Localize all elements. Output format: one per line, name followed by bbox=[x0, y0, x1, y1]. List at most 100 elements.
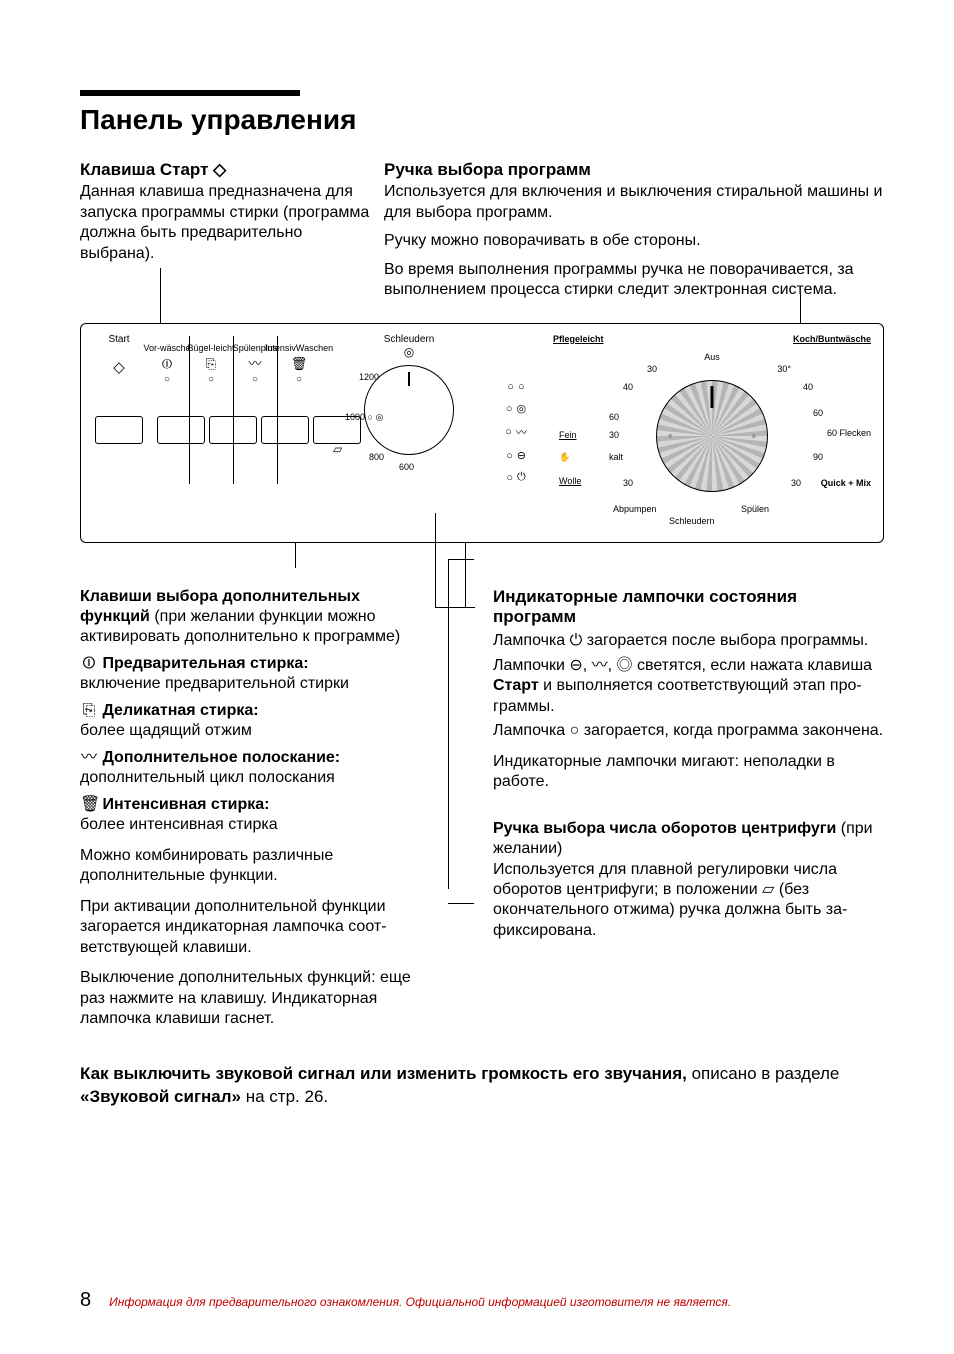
status-leds-block: Индикаторные лампочки состояния программ… bbox=[493, 587, 884, 793]
dl-spulen: Spülen bbox=[741, 504, 769, 514]
leds-p3: Лампочка ○ загорается, когда про­грамма … bbox=[493, 721, 884, 741]
leds-p2: Лампочки ⊖, 〰, ◎ светятся, если нажата к… bbox=[493, 656, 884, 717]
lower-columns: Клавиши выбора дополнительных функций (п… bbox=[80, 587, 884, 1030]
opt-p1: Можно комбинировать различные дополнител… bbox=[80, 846, 425, 887]
opt-p3: Выключение дополнительных функций: еще р… bbox=[80, 968, 425, 1029]
program-p3: Во время выполнения программы ручка не п… bbox=[384, 260, 884, 301]
hw-start-button[interactable] bbox=[95, 416, 143, 444]
fn-rinse-plus: 〰 Дополнительное полоскание: дополнитель… bbox=[80, 748, 425, 789]
dl-schleudern: Schleudern bbox=[669, 516, 715, 526]
fn-prewash: ⏼ Предварительная стирка: включение пред… bbox=[80, 654, 425, 695]
leds-p4: Индикаторные лампочки мигают: неполадки … bbox=[493, 752, 884, 793]
program-p2: Ручку можно поворачивать в обе стороны. bbox=[384, 231, 884, 251]
iron-icon: ⎘ bbox=[80, 701, 98, 721]
footer-disclaimer: Информация для предварительного ознакомл… bbox=[109, 1295, 731, 1309]
prewash-icon: ⏼ bbox=[80, 654, 98, 674]
spin-text: Используется для плавной регули­ровки чи… bbox=[493, 860, 884, 942]
start-label: Start bbox=[93, 334, 145, 354]
dl-30r: 30° bbox=[777, 364, 791, 374]
spin-800: 800 bbox=[369, 452, 384, 462]
upper-columns: Клавиша Старт ◇ Данная клавиша предназна… bbox=[80, 160, 884, 300]
bottom-note: Как выключить звуковой сигнал или измени… bbox=[80, 1063, 884, 1107]
dial-heading: Pflegeleicht Koch/Buntwäsche bbox=[553, 334, 871, 344]
page-number: 8 bbox=[80, 1289, 91, 1312]
start-heading: Клавиша Старт ◇ bbox=[80, 160, 370, 180]
page: Панель управления Клавиша Старт ◇ Данная… bbox=[0, 0, 954, 1354]
hw-iron-button[interactable] bbox=[209, 416, 257, 444]
rinse-icon: 〰 bbox=[80, 748, 98, 768]
dl-30l: 30 bbox=[647, 364, 657, 374]
dial-head-left: Pflegeleicht bbox=[553, 334, 604, 344]
start-heading-text: Клавиша Старт bbox=[80, 160, 208, 179]
program-dial-area: Pflegeleicht Koch/Buntwäsche Aus 30 40 6… bbox=[553, 334, 871, 532]
dl-30q: 30 bbox=[791, 478, 801, 488]
dl-aus: Aus bbox=[704, 352, 720, 362]
dl-60flecken: 60 Flecken bbox=[827, 428, 871, 438]
panel-frame: Start ◇ Vor-wäsche ⏼ ○ Bügel-leicht ⎘ ○ bbox=[80, 323, 884, 543]
spin-heading: Ручка выбора числа оборотов центрифуги (… bbox=[493, 819, 884, 860]
led-dot: ○ bbox=[277, 375, 321, 386]
dl-40l: 40 bbox=[623, 382, 633, 392]
led-rinse: ○ 〰 bbox=[505, 424, 527, 440]
hw-prewash-button[interactable] bbox=[157, 416, 205, 444]
rinse-icon: 〰 bbox=[592, 657, 608, 674]
start-diamond-icon: ◇ bbox=[93, 358, 145, 376]
intensive-icon: 🗑 bbox=[277, 357, 321, 373]
led-dot: ○ bbox=[189, 375, 233, 386]
dl-wolle: Wolle bbox=[559, 476, 581, 486]
hardware-buttons bbox=[95, 416, 361, 444]
spin-icon: ◎ bbox=[617, 657, 633, 674]
spin-knob-area: Schleudern ◎ 1200 1000 ○ ◎ 800 600 ▱ bbox=[339, 334, 479, 532]
program-p1: Используется для включения и выключения … bbox=[384, 182, 884, 223]
wash-icon: ⊖ bbox=[569, 657, 582, 674]
leds-p1: Лампочка ⏻ загорается после выбо­ра прог… bbox=[493, 631, 884, 651]
hw-rinse-button[interactable] bbox=[261, 416, 309, 444]
dl-kalt: kalt bbox=[609, 452, 623, 462]
dl-60r: 60 bbox=[813, 408, 823, 418]
title-rule bbox=[80, 90, 300, 96]
col-start-button: Клавиша Старт ◇ Данная клавиша предназна… bbox=[80, 160, 370, 300]
footer: 8 Информация для предварительного ознако… bbox=[80, 1289, 884, 1312]
option-keys-heading: Клавиши выбора дополнительных функций (п… bbox=[80, 587, 425, 648]
program-heading: Ручка выбора программ bbox=[384, 160, 884, 180]
leader-line bbox=[295, 543, 296, 568]
col-indicators: Индикаторные лампочки состояния программ… bbox=[475, 587, 884, 1030]
opt-p2: При активации дополнительной функции заг… bbox=[80, 897, 425, 958]
intensive-icon: 🗑 bbox=[80, 795, 98, 815]
dl-quick: Quick + Mix bbox=[821, 478, 871, 488]
spin-600: 600 bbox=[399, 462, 414, 472]
rinse-icon: 〰 bbox=[233, 357, 277, 373]
led-ready: ○ ⏻ bbox=[506, 471, 525, 484]
status-leds: ○ ○○ ○ ◎ ○ 〰 ○ ⊖ ○ ⏻ bbox=[497, 334, 535, 532]
start-icon: ◇ bbox=[213, 160, 226, 179]
leader-tick bbox=[448, 559, 474, 560]
control-panel-diagram: Start ◇ Vor-wäsche ⏼ ○ Bügel-leicht ⎘ ○ bbox=[80, 323, 884, 543]
led-wash: ○ ⊖ bbox=[506, 449, 526, 462]
dl-hand-icon: ✋ bbox=[559, 452, 570, 463]
spin-labels: 1200 1000 ○ ◎ 800 600 ▱ bbox=[339, 334, 479, 532]
leader-tick bbox=[448, 903, 474, 904]
leds-heading: Индикаторные лампочки состояния программ bbox=[493, 587, 884, 628]
vertical-leader bbox=[448, 559, 449, 889]
dl-30w: 30 bbox=[623, 478, 633, 488]
spin-knob-block: Ручка выбора числа оборотов центрифуги (… bbox=[493, 819, 884, 942]
leader-line bbox=[160, 268, 161, 323]
dial-head-right: Koch/Buntwäsche bbox=[793, 334, 871, 344]
led-dot: ○ bbox=[145, 375, 189, 386]
dl-60l: 60 bbox=[609, 412, 619, 422]
ready-icon: ⏻ bbox=[570, 632, 583, 649]
start-text: Данная клавиша предназначена для запуска… bbox=[80, 182, 370, 264]
dl-fein: Fein bbox=[559, 430, 577, 440]
dl-30f: 30 bbox=[609, 430, 619, 440]
rinse-hold-icon: ▱ bbox=[333, 442, 342, 456]
dl-40r: 40 bbox=[803, 382, 813, 392]
program-dial[interactable] bbox=[656, 380, 768, 492]
led-dot: ○ bbox=[233, 375, 277, 386]
spin-1000: 1000 ○ ◎ bbox=[345, 412, 383, 423]
col-program-knob: Ручка выбора программ Используется для в… bbox=[384, 160, 884, 300]
fn-easy-iron: ⎘ Деликатная стирка: более щадящий отжим bbox=[80, 701, 425, 742]
rinse-hold-icon: ▱ bbox=[762, 881, 774, 898]
spin-1200: 1200 bbox=[359, 372, 379, 382]
col-option-keys: Клавиши выбора дополнительных функций (п… bbox=[80, 587, 425, 1030]
dl-90: 90 bbox=[813, 452, 823, 462]
